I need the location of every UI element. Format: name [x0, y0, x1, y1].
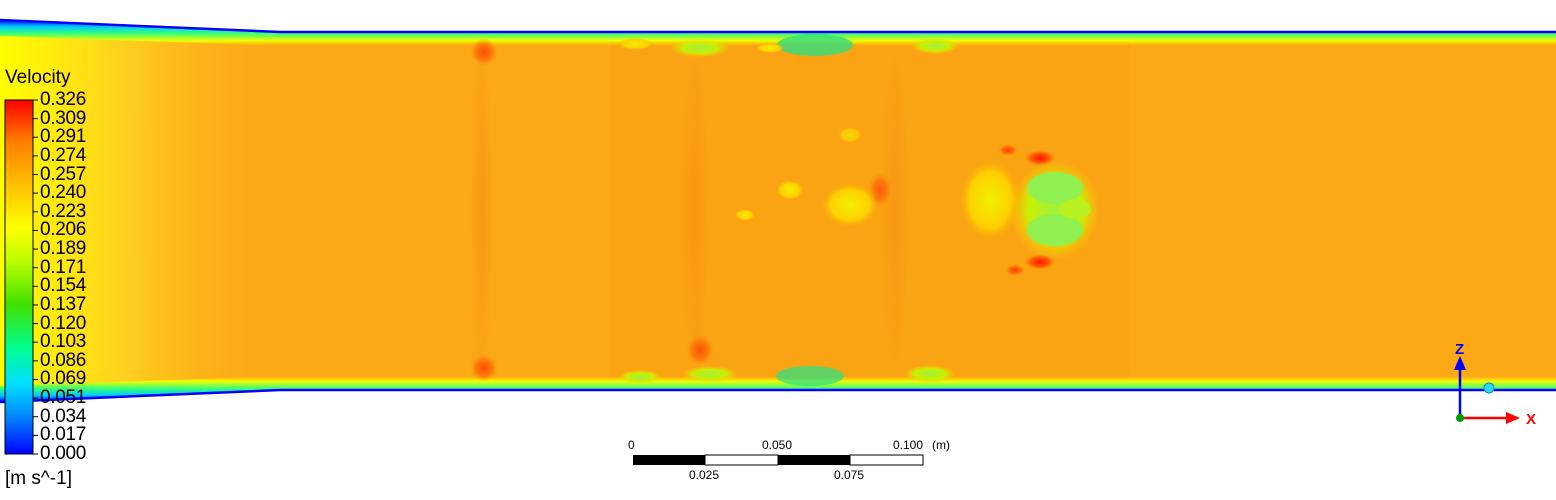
scale-label-025: 0.025 [689, 468, 719, 482]
legend-tick-label: 0.086 [40, 349, 87, 371]
legend-colorbar [4, 99, 34, 455]
inlet-region [0, 20, 280, 402]
legend-tick-label: 0.189 [40, 238, 87, 260]
vortex-streak [680, 40, 710, 380]
top-eddy [911, 38, 959, 54]
scale-label-075: 0.075 [834, 468, 864, 482]
legend-units: [m s^-1] [5, 468, 72, 489]
legend-tick-label: 0.137 [40, 293, 87, 315]
legend-tick-label: 0.103 [40, 331, 87, 353]
vortex-spot [470, 38, 498, 66]
bottom-eddy [618, 370, 662, 384]
legend-tick-label: 0.120 [40, 312, 87, 334]
wake-eddy [822, 183, 878, 227]
obstacle-lobe [1027, 172, 1083, 204]
obstacle-lobe [1059, 199, 1091, 219]
axis-origin [1456, 414, 1464, 422]
velocity-field [0, 18, 1556, 404]
scale-unit: (m) [932, 438, 950, 452]
legend-tick-label: 0.206 [40, 219, 87, 241]
probe-point [1483, 382, 1495, 394]
z-arrowhead [1454, 356, 1466, 370]
obstacle-lobe [1027, 214, 1083, 246]
top-eddy [777, 34, 853, 56]
top-eddy [756, 43, 784, 53]
top-eddy [617, 38, 653, 50]
legend-tick-label: 0.257 [40, 163, 87, 185]
legend-tick-label: 0.154 [40, 275, 87, 297]
legend-tick-label: 0.017 [40, 424, 87, 446]
vortex-spot [470, 354, 498, 382]
high-velocity-spot [1005, 264, 1025, 276]
wall-outline [0, 18, 1556, 404]
wake-eddy [838, 127, 862, 143]
scale-label-100: 0.100 [893, 438, 923, 452]
vortex-streak [470, 40, 494, 380]
legend-tick-label: 0.171 [40, 256, 87, 278]
legend-tick-label: 0.274 [40, 144, 87, 166]
z-axis-label: Z [1455, 341, 1464, 358]
bottom-eddy [904, 365, 956, 383]
legend-tick-label: 0.326 [40, 89, 87, 110]
scale-segment-4 [849, 454, 924, 466]
wake-eddy [735, 209, 755, 221]
wake-eddy [960, 160, 1020, 240]
high-velocity-spot [1024, 254, 1056, 270]
axis-triad: Z X [1454, 341, 1536, 428]
vortex-spot [686, 334, 714, 366]
legend-tick-label: 0.291 [40, 126, 87, 148]
legend-tick-label: 0.309 [40, 107, 87, 129]
wake-eddy [776, 180, 804, 200]
legend-tick-label: 0.223 [40, 200, 87, 222]
scale-segment-1 [633, 455, 705, 465]
bottom-eddy [776, 366, 844, 386]
high-velocity-spot [1024, 150, 1056, 166]
legend-tick-label: 0.000 [40, 443, 87, 464]
scale-label-050: 0.050 [762, 438, 792, 452]
legend-title: Velocity [5, 67, 71, 88]
legend-tick-label: 0.051 [40, 387, 87, 409]
legend-tick-label: 0.034 [40, 405, 87, 427]
scale-segment-2 [704, 454, 779, 466]
legend-tick-label: 0.069 [40, 368, 87, 390]
scale-label-0: 0 [628, 438, 635, 452]
legend-tick-marks [33, 99, 38, 455]
legend-tick-label: 0.240 [40, 182, 87, 204]
high-velocity-spot [998, 144, 1018, 156]
vortex-streak [880, 40, 910, 380]
scale-bar: 0 0.050 0.100 (m) 0.025 0.075 [628, 438, 950, 482]
scale-segment-3 [778, 455, 850, 465]
x-arrowhead [1506, 412, 1520, 424]
x-axis-label: X [1526, 411, 1536, 428]
